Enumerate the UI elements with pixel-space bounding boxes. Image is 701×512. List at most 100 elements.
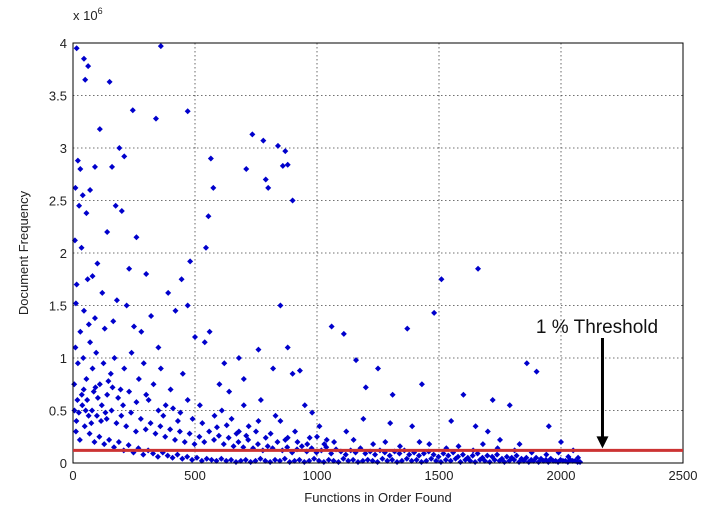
data-point [78,391,85,398]
data-point [211,412,218,419]
data-point [96,381,103,388]
data-point [76,436,83,443]
y-tick-label: 4 [60,36,67,51]
data-point [372,451,379,458]
data-point [284,344,291,351]
data-point [540,457,547,464]
threshold-label: 1 % Threshold [536,317,658,338]
data-point [215,432,222,439]
data-point [218,407,225,414]
data-point [206,328,213,335]
data-point [306,434,313,441]
data-point [213,457,220,464]
data-point [98,402,105,409]
data-point [99,289,106,296]
data-point [184,453,191,460]
data-point [276,457,283,464]
data-point [104,229,111,235]
data-point [294,439,301,445]
data-point [110,444,117,451]
data-point [230,443,237,450]
data-point [91,439,98,445]
data-point [364,456,371,463]
data-point [428,455,435,462]
data-point [82,76,89,83]
data-point [350,436,357,443]
data-point [120,402,127,409]
data-point [91,163,98,170]
data-point [370,441,377,448]
data-point [157,423,164,430]
data-point [142,426,149,433]
data-point [243,432,250,439]
data-point [88,420,95,427]
data-point [350,456,357,463]
data-point [81,423,88,430]
data-point [82,407,89,414]
data-point [448,418,455,424]
data-point [262,176,269,183]
data-point [340,455,347,462]
data-point [520,457,527,464]
data-point [289,370,296,377]
data-point [460,391,467,398]
data-point [93,349,100,356]
data-point [221,360,228,367]
data-point [226,388,233,395]
data-point [282,436,289,443]
data-point [254,441,261,448]
data-point [176,428,183,435]
y-tick-label: 0.5 [49,404,67,419]
data-point [85,412,92,419]
data-point [235,355,242,361]
data-point [475,265,482,272]
data-point [452,455,459,462]
data-point [111,355,118,361]
data-point [128,409,135,416]
y-axis-label: Document Frequency [16,190,31,315]
data-point [94,260,101,267]
data-point [101,325,108,332]
data-point [172,307,179,314]
data-point [138,328,145,335]
data-point [79,192,86,199]
data-point [220,441,227,448]
y-tick-labels: 0 0.5 1 1.5 2 2.5 3 3.5 4 [49,36,67,471]
data-point [304,441,311,448]
y-tick-label: 1.5 [49,299,67,314]
data-point [199,420,206,427]
data-point [321,441,328,448]
data-point [152,430,159,437]
data-point [101,441,108,448]
data-point [198,457,205,464]
data-point [110,318,117,325]
plot-frame [72,42,684,464]
data-point [193,454,200,461]
data-point [112,202,119,209]
data-point [343,428,350,435]
data-point [223,422,230,429]
data-point [228,456,235,463]
data-point [472,423,479,430]
data-point [117,386,124,393]
x-tick-label: 2000 [547,468,576,483]
data-point [260,137,267,144]
data-point [192,334,198,340]
data-point [418,381,425,388]
data-point [289,197,296,204]
y-tick-label: 3 [60,141,67,156]
data-point [277,302,284,309]
data-point [189,415,196,422]
data-point [245,436,252,443]
data-point [140,360,147,367]
data-point [340,330,347,337]
data-point [189,456,196,463]
data-point [469,452,476,459]
data-point [309,409,316,416]
data-point [455,443,462,450]
data-point [291,457,298,464]
data-point [89,273,96,280]
data-point [76,202,83,209]
data-point [315,457,322,464]
data-point [431,309,438,316]
